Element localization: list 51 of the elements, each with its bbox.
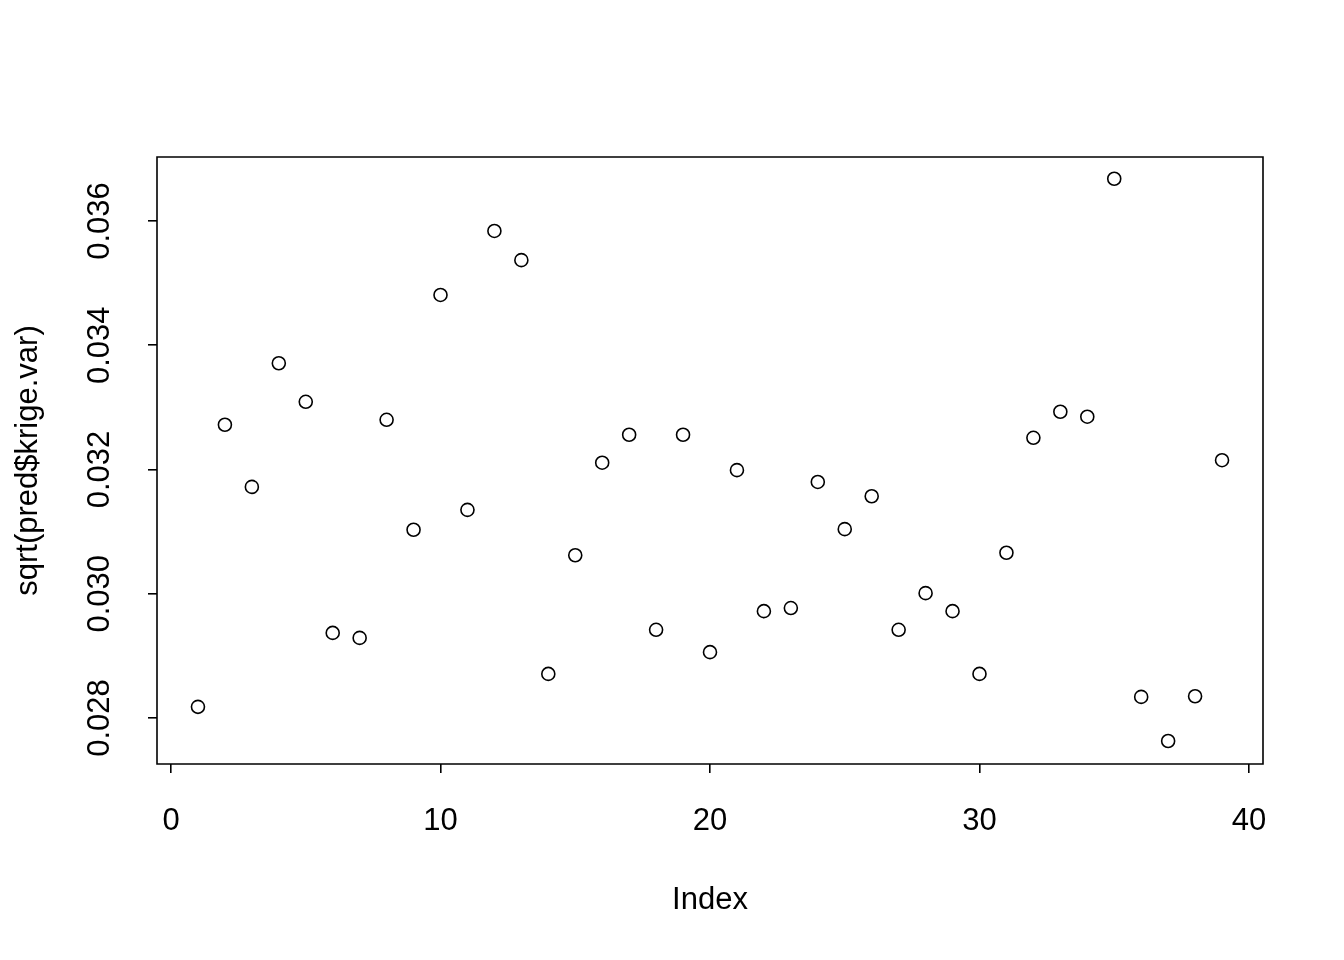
y-tick-label: 0.028 xyxy=(80,679,116,757)
x-tick-label: 10 xyxy=(423,802,458,838)
x-tick-label: 20 xyxy=(692,802,728,838)
point xyxy=(352,630,367,646)
point xyxy=(783,600,799,616)
y-axis-title: sqrt(pred$krige.var) xyxy=(9,325,45,596)
point xyxy=(972,666,987,682)
point xyxy=(918,585,933,601)
point xyxy=(1106,171,1122,187)
point xyxy=(460,502,475,518)
point xyxy=(325,625,341,641)
point xyxy=(648,622,664,638)
point xyxy=(298,394,314,410)
point xyxy=(675,427,691,443)
point xyxy=(541,666,556,682)
point xyxy=(756,603,772,619)
point xyxy=(1053,404,1068,420)
point xyxy=(810,474,826,490)
y-tick-label: 0.036 xyxy=(80,182,116,260)
point xyxy=(379,412,394,428)
point xyxy=(190,699,206,715)
point xyxy=(999,545,1014,561)
y-tick-label: 0.034 xyxy=(80,306,116,385)
point xyxy=(891,622,906,638)
point xyxy=(621,427,637,443)
point xyxy=(217,417,233,433)
point xyxy=(945,603,960,619)
point xyxy=(406,522,421,538)
x-tick-label: 30 xyxy=(962,802,997,838)
point xyxy=(1079,409,1095,424)
point xyxy=(864,488,879,504)
point xyxy=(1160,733,1176,749)
point xyxy=(594,455,610,470)
point xyxy=(1026,430,1041,446)
point xyxy=(271,355,287,371)
point xyxy=(1214,452,1230,468)
y-tick-label: 0.030 xyxy=(80,554,116,633)
x-tick-label: 0 xyxy=(162,802,180,838)
y-tick-label: 0.032 xyxy=(80,430,116,509)
point xyxy=(567,547,583,563)
point xyxy=(487,223,502,239)
point xyxy=(1187,688,1203,704)
x-tick-label: 40 xyxy=(1231,802,1267,838)
point xyxy=(514,252,529,268)
point xyxy=(244,479,260,495)
point xyxy=(702,644,718,660)
point xyxy=(837,521,853,537)
point xyxy=(729,462,745,478)
point xyxy=(433,287,448,303)
point xyxy=(1133,689,1149,705)
x-axis-title: Index xyxy=(672,880,749,916)
